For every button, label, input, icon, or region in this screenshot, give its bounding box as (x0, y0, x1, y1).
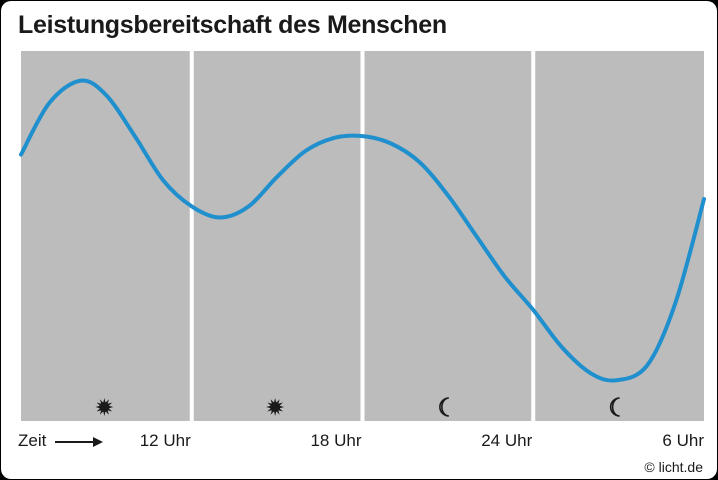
x-tick-label: 12 Uhr (139, 431, 191, 450)
x-tick-label: 6 Uhr (662, 431, 704, 450)
time-panel-2 (193, 51, 361, 421)
sun-icon (266, 398, 285, 416)
performance-curve (19, 78, 706, 383)
sun-icon (95, 398, 114, 416)
x-tick-label: 24 Uhr (481, 431, 533, 450)
time-panel-1 (21, 51, 190, 421)
time-arrow-icon (55, 437, 103, 447)
x-tick-label: 18 Uhr (310, 431, 362, 450)
time-panel-3 (364, 51, 532, 421)
copyright-credit: © licht.de (644, 459, 703, 475)
time-panel-4 (535, 51, 704, 421)
moon-icon (439, 397, 449, 417)
moon-icon (609, 397, 620, 417)
chart-title: Leistungsbereitschaft des Menschen (18, 11, 447, 39)
x-axis-label: Zeit (18, 431, 47, 450)
